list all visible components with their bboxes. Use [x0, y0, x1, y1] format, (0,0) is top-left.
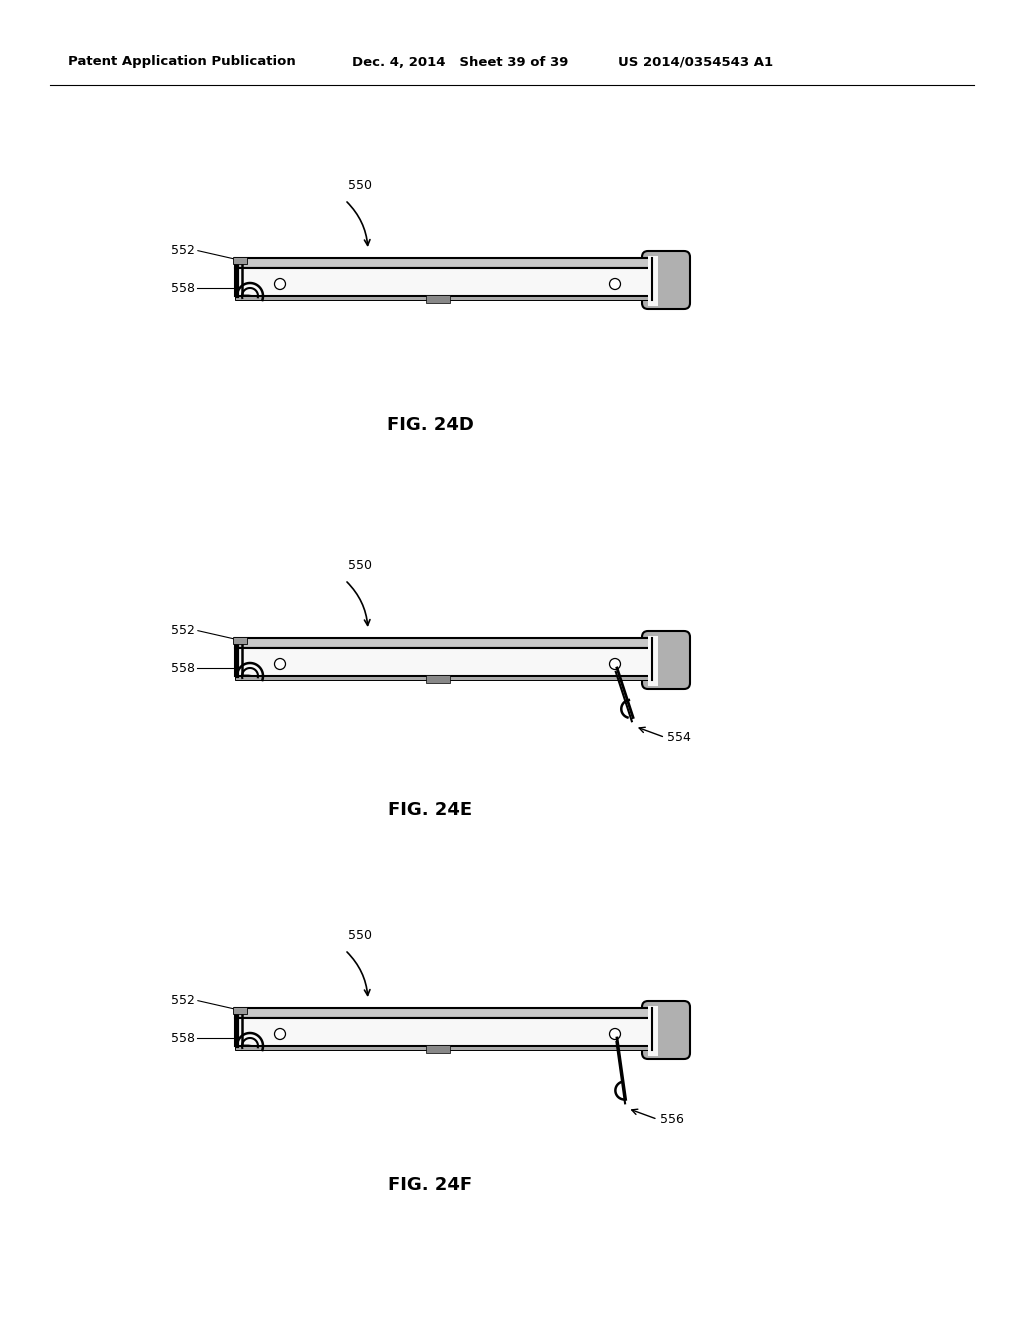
Bar — [234, 268, 652, 296]
Circle shape — [274, 1028, 286, 1040]
Text: 550: 550 — [348, 929, 372, 942]
Bar — [648, 256, 658, 306]
Circle shape — [274, 659, 286, 669]
Bar — [234, 1008, 652, 1018]
Text: 552: 552 — [171, 243, 195, 256]
Text: FIG. 24F: FIG. 24F — [388, 1176, 472, 1195]
Bar — [234, 1045, 652, 1049]
Text: 552: 552 — [171, 623, 195, 636]
Bar — [648, 1006, 658, 1056]
Bar — [233, 257, 247, 264]
Bar — [234, 648, 652, 676]
Bar — [234, 296, 652, 300]
Bar — [233, 1007, 247, 1014]
Circle shape — [609, 279, 621, 289]
Bar — [426, 675, 450, 682]
Text: Dec. 4, 2014   Sheet 39 of 39: Dec. 4, 2014 Sheet 39 of 39 — [352, 55, 568, 69]
Bar — [234, 638, 652, 648]
Circle shape — [609, 659, 621, 669]
Text: 550: 550 — [348, 180, 372, 191]
Bar — [234, 257, 652, 268]
Text: US 2014/0354543 A1: US 2014/0354543 A1 — [618, 55, 773, 69]
Bar — [648, 636, 658, 686]
FancyBboxPatch shape — [642, 631, 690, 689]
Bar — [233, 638, 247, 644]
Text: 554: 554 — [667, 731, 691, 744]
Circle shape — [609, 1028, 621, 1040]
Bar — [426, 294, 450, 304]
Bar — [234, 1018, 652, 1045]
Circle shape — [274, 279, 286, 289]
Text: 558: 558 — [171, 281, 195, 294]
Text: FIG. 24D: FIG. 24D — [387, 416, 473, 434]
FancyBboxPatch shape — [642, 251, 690, 309]
Text: 550: 550 — [348, 558, 372, 572]
Text: 558: 558 — [171, 1031, 195, 1044]
Text: Patent Application Publication: Patent Application Publication — [68, 55, 296, 69]
Text: 552: 552 — [171, 994, 195, 1006]
Bar — [426, 1045, 450, 1053]
FancyBboxPatch shape — [642, 1001, 690, 1059]
Text: FIG. 24E: FIG. 24E — [388, 801, 472, 818]
Text: 556: 556 — [659, 1113, 683, 1126]
Bar — [234, 676, 652, 680]
Text: 558: 558 — [171, 661, 195, 675]
